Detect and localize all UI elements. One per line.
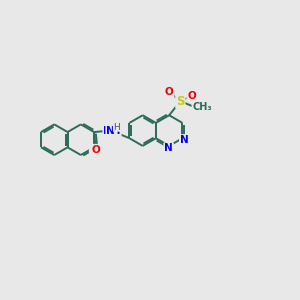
Text: O: O bbox=[165, 87, 174, 97]
Text: N: N bbox=[180, 135, 189, 145]
Text: S: S bbox=[176, 94, 184, 108]
Text: O: O bbox=[91, 145, 100, 155]
Text: H: H bbox=[113, 122, 120, 131]
Text: N: N bbox=[90, 145, 98, 155]
Text: N: N bbox=[164, 143, 173, 153]
Text: CH₃: CH₃ bbox=[192, 102, 212, 112]
Text: N: N bbox=[106, 126, 115, 136]
Text: NH: NH bbox=[103, 126, 121, 136]
Text: O: O bbox=[187, 91, 196, 101]
